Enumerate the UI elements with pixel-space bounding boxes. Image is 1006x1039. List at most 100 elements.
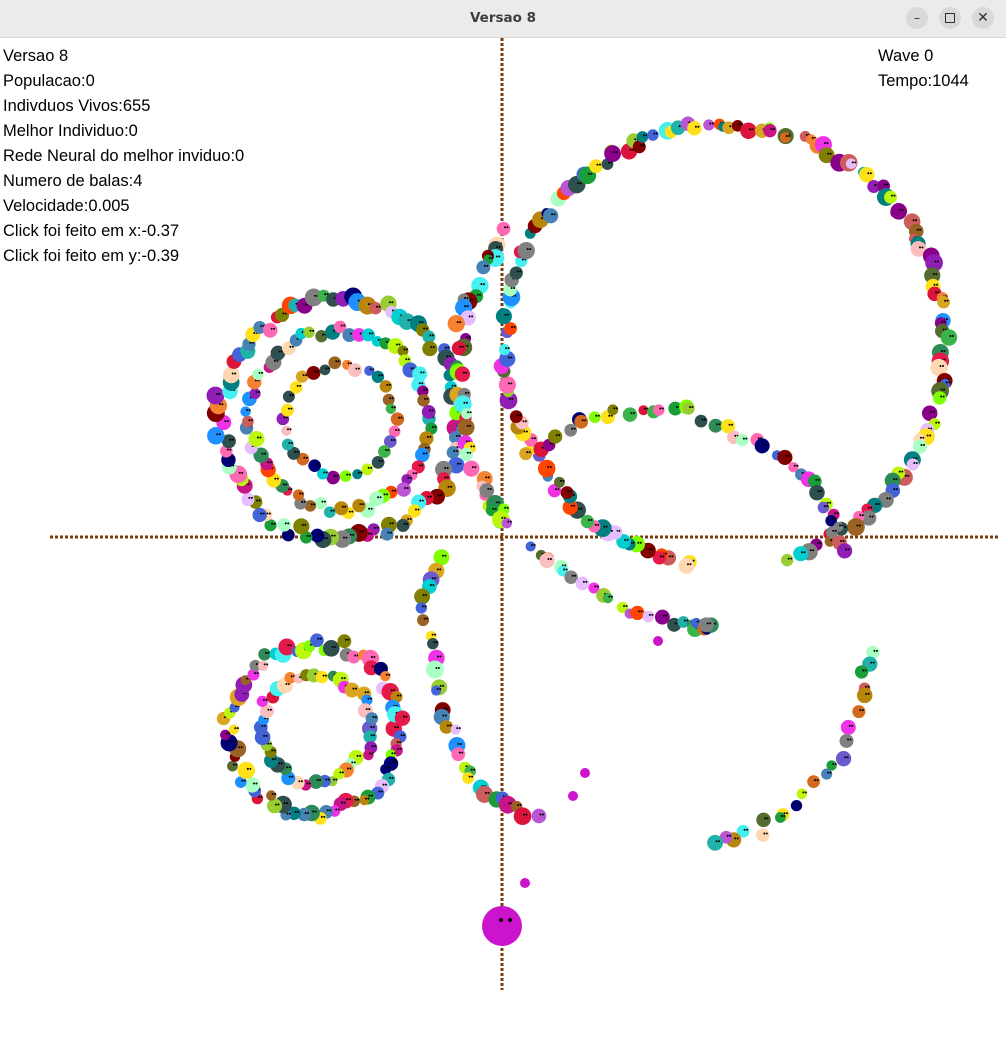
agent xyxy=(852,705,866,719)
agent xyxy=(287,446,301,460)
agent xyxy=(277,518,291,532)
agent xyxy=(369,491,384,507)
agent xyxy=(388,425,401,438)
agent xyxy=(385,403,397,414)
agent xyxy=(588,582,600,594)
agent xyxy=(252,507,267,523)
agent xyxy=(361,463,374,476)
agent xyxy=(554,476,565,488)
agent xyxy=(835,751,852,767)
agent xyxy=(364,365,375,376)
bullet xyxy=(520,878,530,888)
agent xyxy=(447,315,465,333)
agent xyxy=(779,132,791,143)
agent xyxy=(303,326,315,339)
agent xyxy=(361,328,375,342)
agent xyxy=(293,518,310,535)
agent xyxy=(361,694,373,706)
agent xyxy=(817,501,830,514)
agent xyxy=(906,458,919,471)
agent xyxy=(682,402,695,415)
agent xyxy=(539,552,555,569)
agent xyxy=(821,768,833,780)
agent xyxy=(412,366,428,382)
agent xyxy=(777,449,793,465)
window-titlebar: Versao 8 – ✕ xyxy=(0,0,1006,38)
agent xyxy=(352,469,363,480)
agent xyxy=(371,456,385,469)
agent xyxy=(736,824,750,838)
agent xyxy=(924,267,941,284)
agent xyxy=(884,190,898,204)
agent xyxy=(454,366,471,382)
agent xyxy=(912,439,928,454)
agent xyxy=(244,777,261,793)
agent xyxy=(252,368,264,381)
agent xyxy=(326,470,340,485)
agent xyxy=(278,638,296,656)
agent xyxy=(574,414,589,429)
agent xyxy=(280,403,294,417)
agent xyxy=(248,431,265,447)
agent xyxy=(557,565,568,577)
agent xyxy=(788,461,799,473)
agent xyxy=(347,650,361,664)
agent xyxy=(504,322,517,336)
agent xyxy=(451,341,466,356)
agent xyxy=(419,431,434,446)
agent xyxy=(499,344,511,356)
agent xyxy=(417,385,429,397)
agent xyxy=(837,543,853,559)
agent xyxy=(266,790,277,801)
agents-layer xyxy=(206,116,958,851)
agent xyxy=(861,510,877,526)
agent xyxy=(694,414,708,428)
bullets-layer xyxy=(520,636,663,888)
minimize-button[interactable]: – xyxy=(906,7,928,29)
agent xyxy=(328,356,342,370)
agent xyxy=(698,617,714,633)
agent xyxy=(439,720,454,734)
agent xyxy=(306,366,321,380)
agent xyxy=(289,381,303,394)
agent xyxy=(790,799,803,812)
minimize-icon: – xyxy=(914,11,920,25)
agent xyxy=(371,370,385,384)
agent xyxy=(228,724,239,735)
agent xyxy=(756,828,770,842)
agent xyxy=(807,775,820,788)
agent xyxy=(396,482,411,497)
agent xyxy=(677,616,690,628)
agent xyxy=(262,322,278,338)
agent xyxy=(363,730,377,744)
agent xyxy=(839,733,854,748)
agent xyxy=(427,637,439,650)
agent xyxy=(496,221,511,236)
agent xyxy=(322,640,340,657)
agent xyxy=(461,408,473,420)
agent xyxy=(310,633,324,648)
agent xyxy=(703,119,715,131)
agent xyxy=(258,660,269,672)
hud-population: Populacao:0 xyxy=(3,72,95,90)
agent xyxy=(319,364,331,376)
agent xyxy=(382,393,395,406)
agent xyxy=(270,345,286,361)
agent xyxy=(314,496,328,510)
agent xyxy=(707,834,724,851)
agent xyxy=(317,468,329,480)
hud-version: Versao 8 xyxy=(3,47,69,65)
close-button[interactable]: ✕ xyxy=(972,7,994,29)
maximize-button[interactable] xyxy=(939,7,961,29)
agent xyxy=(479,483,495,498)
agent xyxy=(415,447,430,463)
agent xyxy=(548,429,563,444)
agent xyxy=(457,418,475,436)
agent xyxy=(636,131,649,143)
agent xyxy=(537,459,556,478)
hud-alive-count: Indivduos Vivos:655 xyxy=(3,97,151,115)
agent xyxy=(281,438,294,451)
agent xyxy=(334,501,349,516)
agent xyxy=(925,253,943,272)
agent xyxy=(933,391,947,405)
